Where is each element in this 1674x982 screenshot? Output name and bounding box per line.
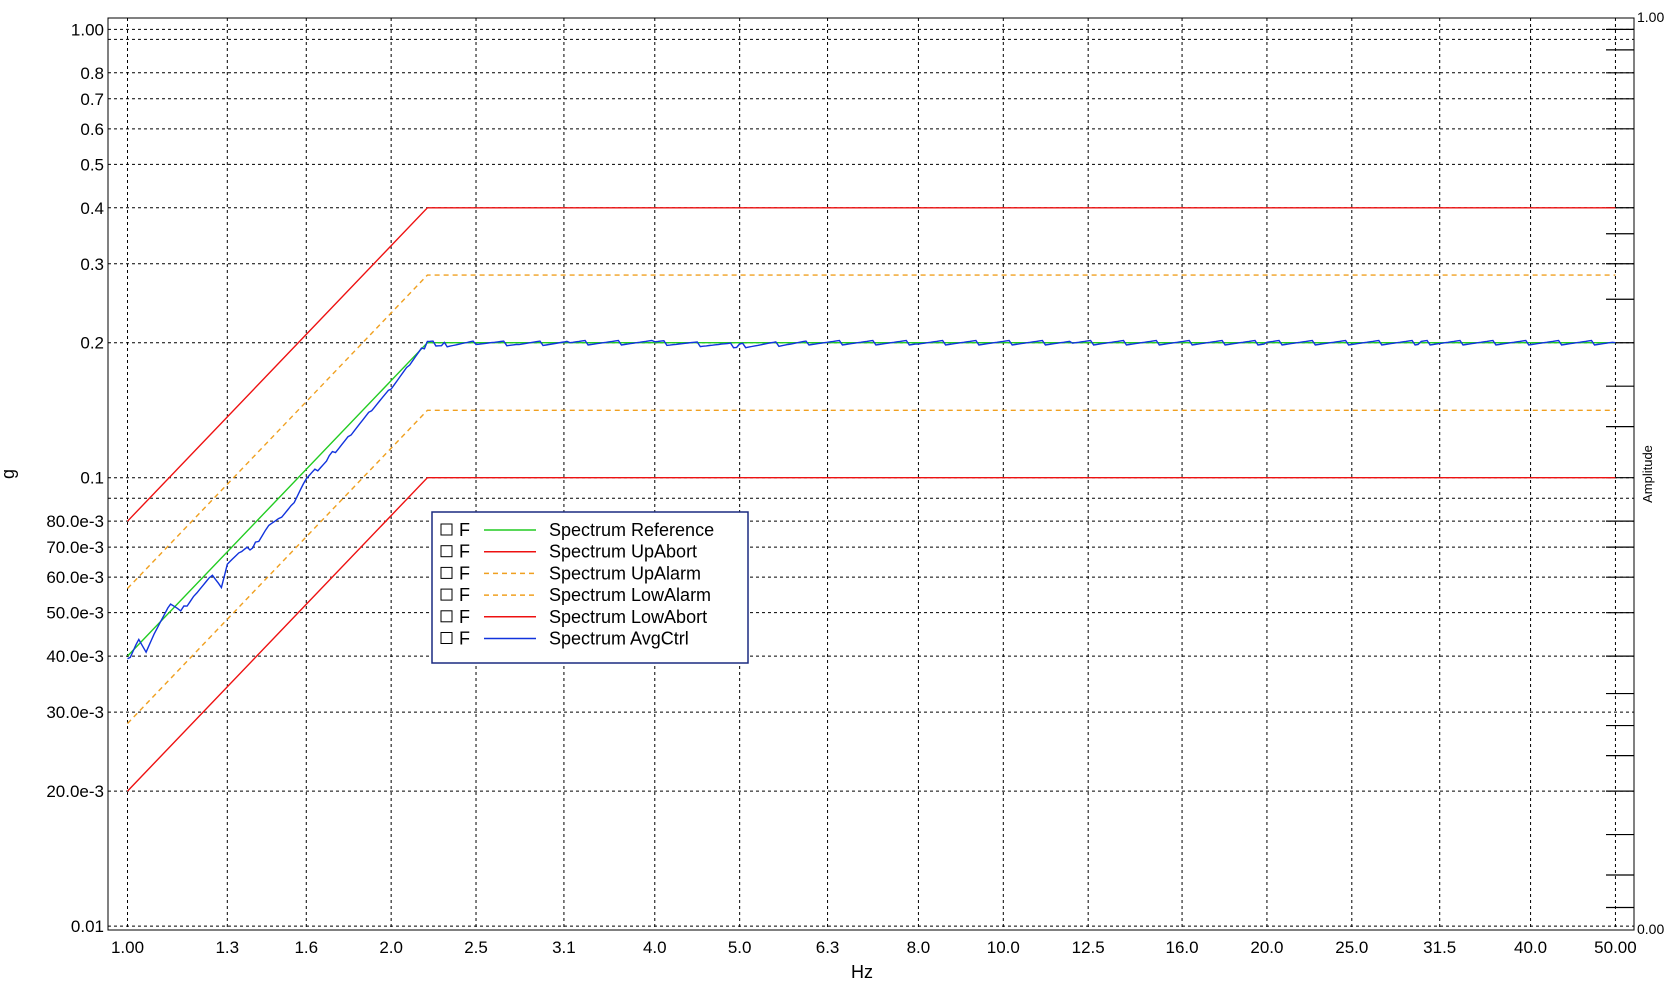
y-axis-label: g (0, 469, 18, 479)
right-axis-top-tick: 1.00 (1637, 9, 1664, 25)
x-tick-label: 1.3 (215, 938, 239, 957)
right-axis-bottom-tick: 0.00 (1637, 921, 1664, 937)
series-spectrum-lowalarm (126, 409, 1616, 724)
y-tick-label: 80.0e-3 (46, 512, 104, 531)
legend-box: F Spectrum Reference F Spectrum UpAbort F Spe… (431, 511, 749, 664)
legend-flag: F (459, 520, 470, 540)
legend-checkbox[interactable] (440, 610, 453, 623)
legend-label-spectrum-upalarm: Spectrum UpAlarm (549, 563, 701, 583)
x-tick-label: 4.0 (643, 938, 667, 957)
x-tick-label: 25.0 (1335, 938, 1368, 957)
legend-label-spectrum-lowabort: Spectrum LowAbort (549, 607, 707, 627)
x-tick-label: 1.6 (294, 938, 318, 957)
legend-flag: F (459, 585, 470, 605)
x-tick-label: 10.0 (987, 938, 1020, 957)
x-tick-label: 6.3 (816, 938, 840, 957)
x-tick-label: 16.0 (1166, 938, 1199, 957)
x-tick-label: 1.00 (111, 938, 144, 957)
y-tick-label: 0.01 (71, 917, 104, 936)
legend-flag: F (459, 542, 470, 562)
y-tick-label: 30.0e-3 (46, 703, 104, 722)
series-spectrum-upalarm (126, 274, 1616, 589)
x-tick-label: 5.0 (728, 938, 752, 957)
legend-checkbox[interactable] (440, 566, 453, 579)
y-tick-label: 0.1 (80, 469, 104, 488)
legend-checkbox[interactable] (440, 523, 453, 536)
plot-area-frame (107, 17, 1635, 931)
x-tick-label: 12.5 (1072, 938, 1105, 957)
legend-flag: F (459, 629, 470, 649)
legend-label-spectrum-upabort: Spectrum UpAbort (549, 542, 697, 562)
legend-checkbox[interactable] (440, 588, 453, 601)
legend-label-spectrum-lowalarm: Spectrum LowAlarm (549, 585, 711, 605)
x-tick-label: 40.0 (1514, 938, 1547, 957)
x-tick-label: 31.5 (1423, 938, 1456, 957)
x-axis-ticks: 1.00 1.3 1.6 2.0 2.5 3.1 4.0 5.0 6.3 8.0 10.0 12.5 1… (111, 938, 1637, 957)
y-tick-label: 0.4 (80, 199, 104, 218)
y-tick-label: 0.6 (80, 120, 104, 139)
right-axis (1606, 28, 1634, 909)
x-tick-label: 20.0 (1250, 938, 1283, 957)
y-tick-label: 70.0e-3 (46, 538, 104, 557)
series-spectrum-upabort (126, 207, 1616, 522)
y-axis-ticks: 1.00 0.8 0.7 0.6 0.5 0.4 0.3 0.2 0.1 80.0e-3 70.0e… (46, 20, 104, 936)
series-spectrum-lowabort (126, 477, 1616, 792)
right-axis-label: Amplitude (1640, 445, 1655, 503)
y-tick-label: 50.0e-3 (46, 604, 104, 623)
y-tick-label: 1.00 (71, 20, 104, 39)
legend-checkbox[interactable] (440, 545, 453, 558)
y-tick-label: 0.2 (80, 334, 104, 353)
x-tick-label: 2.0 (379, 938, 403, 957)
legend-flag: F (459, 607, 470, 627)
legend-label-spectrum-reference: Spectrum Reference (549, 520, 714, 540)
x-tick-label: 50.00 (1594, 938, 1637, 957)
y-tick-label: 20.0e-3 (46, 782, 104, 801)
y-tick-label: 0.3 (80, 255, 104, 274)
legend-flag: F (459, 563, 470, 583)
x-axis-label: Hz (851, 962, 873, 982)
series-lines (126, 207, 1616, 792)
y-tick-label: 40.0e-3 (46, 647, 104, 666)
y-tick-label: 0.7 (80, 90, 104, 109)
series-spectrum-avgctrl (127, 339, 1616, 660)
legend-checkbox[interactable] (440, 632, 453, 644)
y-tick-label: 0.5 (80, 155, 104, 174)
x-tick-label: 2.5 (464, 938, 488, 957)
x-tick-label: 8.0 (907, 938, 931, 957)
y-tick-label: 0.8 (80, 64, 104, 83)
legend-label-spectrum-avgctrl: Spectrum AvgCtrl (549, 629, 689, 649)
y-tick-label: 60.0e-3 (46, 568, 104, 587)
x-tick-label: 3.1 (552, 938, 576, 957)
